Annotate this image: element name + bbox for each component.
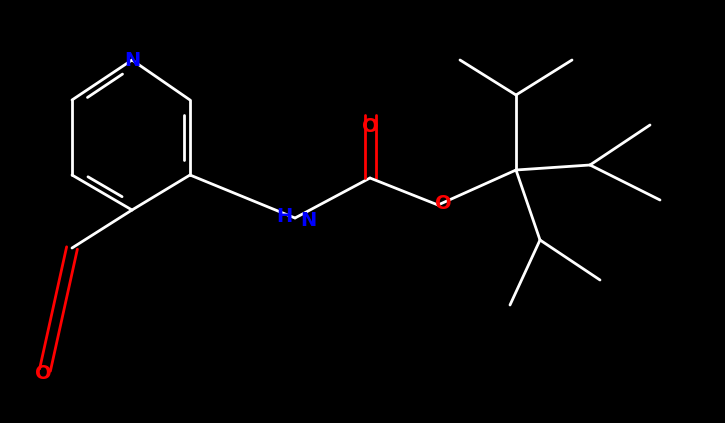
Text: O: O xyxy=(362,118,378,137)
Text: O: O xyxy=(435,193,451,212)
Text: O: O xyxy=(35,363,51,382)
Text: H: H xyxy=(277,206,293,225)
Text: N: N xyxy=(124,50,140,69)
Text: N: N xyxy=(300,211,316,230)
